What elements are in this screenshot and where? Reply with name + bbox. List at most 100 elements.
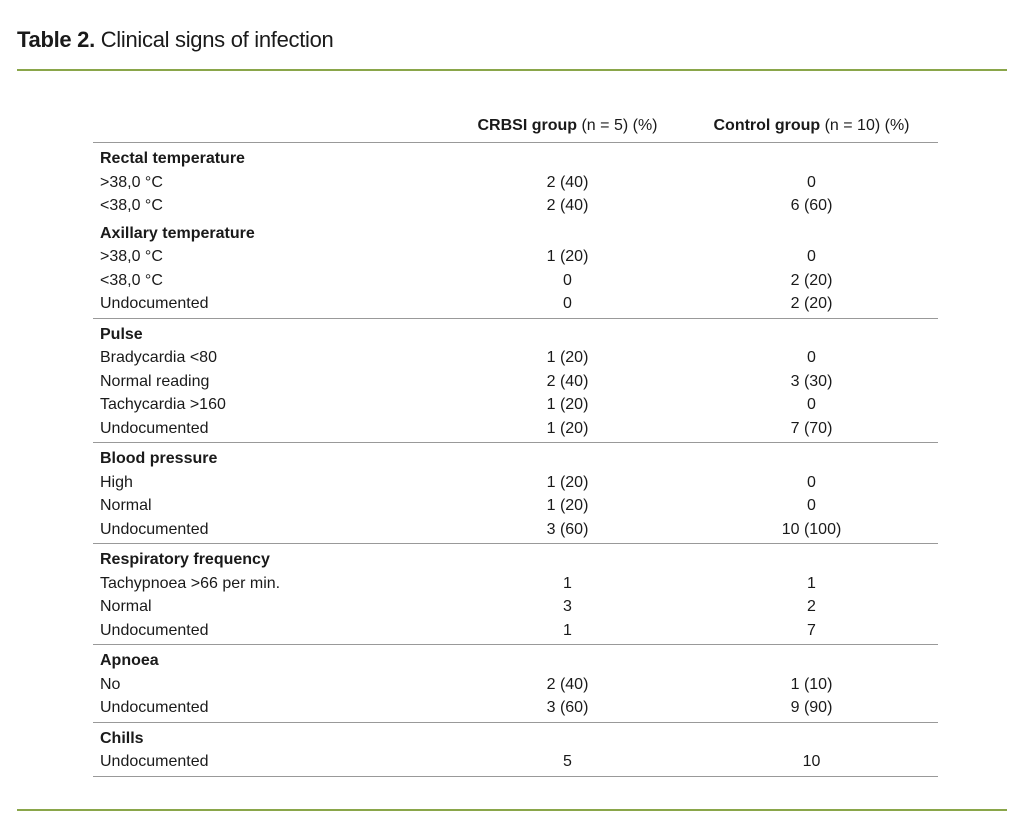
crbsi-value — [450, 443, 685, 471]
crbsi-value: 1 (20) — [546, 349, 589, 366]
crbsi-value: 1 (20) — [450, 416, 685, 443]
row-label: Rectal temperature — [100, 150, 245, 167]
control-value: 3 (30) — [790, 372, 833, 390]
table-row: <38,0 °C 2 (40) 6 (60) — [93, 194, 938, 218]
crbsi-value: 1 (20) — [546, 248, 589, 265]
crbsi-value: 3 (60) — [450, 517, 685, 544]
row-label: Pulse — [100, 325, 143, 343]
row-label: Normal — [100, 598, 152, 615]
control-value — [685, 318, 938, 346]
row-label: Apnoea — [100, 652, 159, 669]
crbsi-value: 3 — [563, 598, 572, 615]
table-row: Normal 1 (20) 0 — [93, 494, 938, 518]
crbsi-value: 1 (20) — [546, 497, 589, 514]
crbsi-value: 1 — [450, 618, 685, 645]
table-row: Tachypnoea >66 per min. 1 1 — [93, 572, 938, 596]
row-label: Undocumented — [93, 696, 450, 723]
crbsi-value: 0 — [450, 292, 685, 319]
table-row: Undocumented 0 2 (20) — [93, 292, 938, 319]
crbsi-value — [450, 143, 685, 171]
table-row: Undocumented 1 7 — [93, 618, 938, 645]
table-row: Undocumented 5 10 — [93, 750, 938, 777]
control-value: 0 — [807, 497, 816, 514]
control-value — [685, 645, 938, 673]
row-label: <38,0 °C — [100, 197, 163, 214]
crbsi-value: 0 — [563, 271, 572, 289]
row-label: Undocumented — [93, 517, 450, 544]
table-row: >38,0 °C 1 (20) 0 — [93, 245, 938, 269]
control-value: 2 — [807, 598, 816, 615]
control-value: 0 — [807, 173, 816, 191]
row-label: Undocumented — [93, 416, 450, 443]
control-value: 0 — [807, 473, 816, 491]
row-label: Blood pressure — [100, 450, 218, 467]
table-row: <38,0 °C 0 2 (20) — [93, 269, 938, 293]
table-number: Table 2. — [17, 27, 95, 52]
row-label: Undocumented — [93, 292, 450, 319]
table-row: Undocumented 3 (60) 9 (90) — [93, 696, 938, 723]
row-label: Bradycardia <80 — [100, 349, 217, 366]
group-header-row: Chills — [93, 722, 938, 750]
table-row: Undocumented 1 (20) 7 (70) — [93, 416, 938, 443]
group-header-row: Respiratory frequency — [93, 544, 938, 572]
group-header-row: Pulse — [93, 318, 938, 346]
table-title: Table 2. Clinical signs of infection — [17, 27, 334, 53]
row-label: Tachycardia >160 — [100, 396, 226, 413]
control-value: 7 (70) — [685, 416, 938, 443]
control-value: 10 (100) — [685, 517, 938, 544]
control-value — [685, 544, 938, 572]
header-row: CRBSI group (n = 5) (%) Control group (n… — [93, 110, 938, 143]
top-rule — [17, 69, 1007, 71]
crbsi-value — [450, 318, 685, 346]
group-header-row: Axillary temperature — [93, 218, 938, 246]
table-row: No 2 (40) 1 (10) — [93, 673, 938, 697]
table-row: >38,0 °C 2 (40) 0 — [93, 171, 938, 195]
crbsi-value: 2 (40) — [546, 197, 589, 214]
crbsi-value: 1 (20) — [546, 396, 589, 413]
label-column-header — [93, 110, 450, 143]
crbsi-value — [450, 722, 685, 750]
control-value: 2 (20) — [685, 292, 938, 319]
table-row: Undocumented 3 (60) 10 (100) — [93, 517, 938, 544]
table-row: Tachycardia >160 1 (20) 0 — [93, 393, 938, 417]
control-value: 6 (60) — [790, 197, 833, 214]
control-value: 2 (20) — [790, 271, 833, 289]
control-value: 0 — [807, 349, 816, 366]
crbsi-value: 1 — [563, 574, 572, 592]
control-value: 9 (90) — [685, 696, 938, 723]
table-row: Bradycardia <80 1 (20) 0 — [93, 346, 938, 370]
clinical-signs-table: CRBSI group (n = 5) (%) Control group (n… — [93, 110, 938, 777]
row-label: Respiratory frequency — [100, 551, 270, 568]
control-value: 0 — [807, 248, 816, 265]
crbsi-value — [450, 544, 685, 572]
control-value — [685, 722, 938, 750]
row-label: Undocumented — [93, 618, 450, 645]
crbsi-value: 3 (60) — [450, 696, 685, 723]
table-row: High 1 (20) 0 — [93, 471, 938, 495]
table-row: Normal reading 2 (40) 3 (30) — [93, 370, 938, 394]
row-label: Chills — [100, 729, 144, 747]
control-value — [685, 443, 938, 471]
group-header-row: Rectal temperature — [93, 143, 938, 171]
row-label: <38,0 °C — [100, 271, 163, 289]
control-value: 7 — [685, 618, 938, 645]
control-value: 10 — [685, 750, 938, 777]
crbsi-value — [450, 218, 685, 246]
crbsi-value: 2 (40) — [546, 675, 589, 693]
control-value: 0 — [807, 396, 816, 413]
control-value: 1 — [807, 574, 816, 592]
crbsi-value: 2 (40) — [546, 372, 589, 390]
row-label: High — [100, 473, 133, 491]
crbsi-value: 2 (40) — [546, 173, 589, 191]
row-label: >38,0 °C — [100, 248, 163, 265]
crbsi-value: 5 — [450, 750, 685, 777]
control-column-header: Control group (n = 10) (%) — [685, 110, 938, 143]
bottom-rule — [17, 809, 1007, 811]
crbsi-column-header: CRBSI group (n = 5) (%) — [450, 110, 685, 143]
row-label: Undocumented — [93, 750, 450, 777]
row-label: Tachypnoea >66 per min. — [100, 574, 281, 592]
row-label: Normal — [100, 497, 152, 514]
row-label: No — [100, 675, 121, 693]
table-row: Normal 3 2 — [93, 595, 938, 619]
control-value: 1 (10) — [790, 675, 833, 693]
